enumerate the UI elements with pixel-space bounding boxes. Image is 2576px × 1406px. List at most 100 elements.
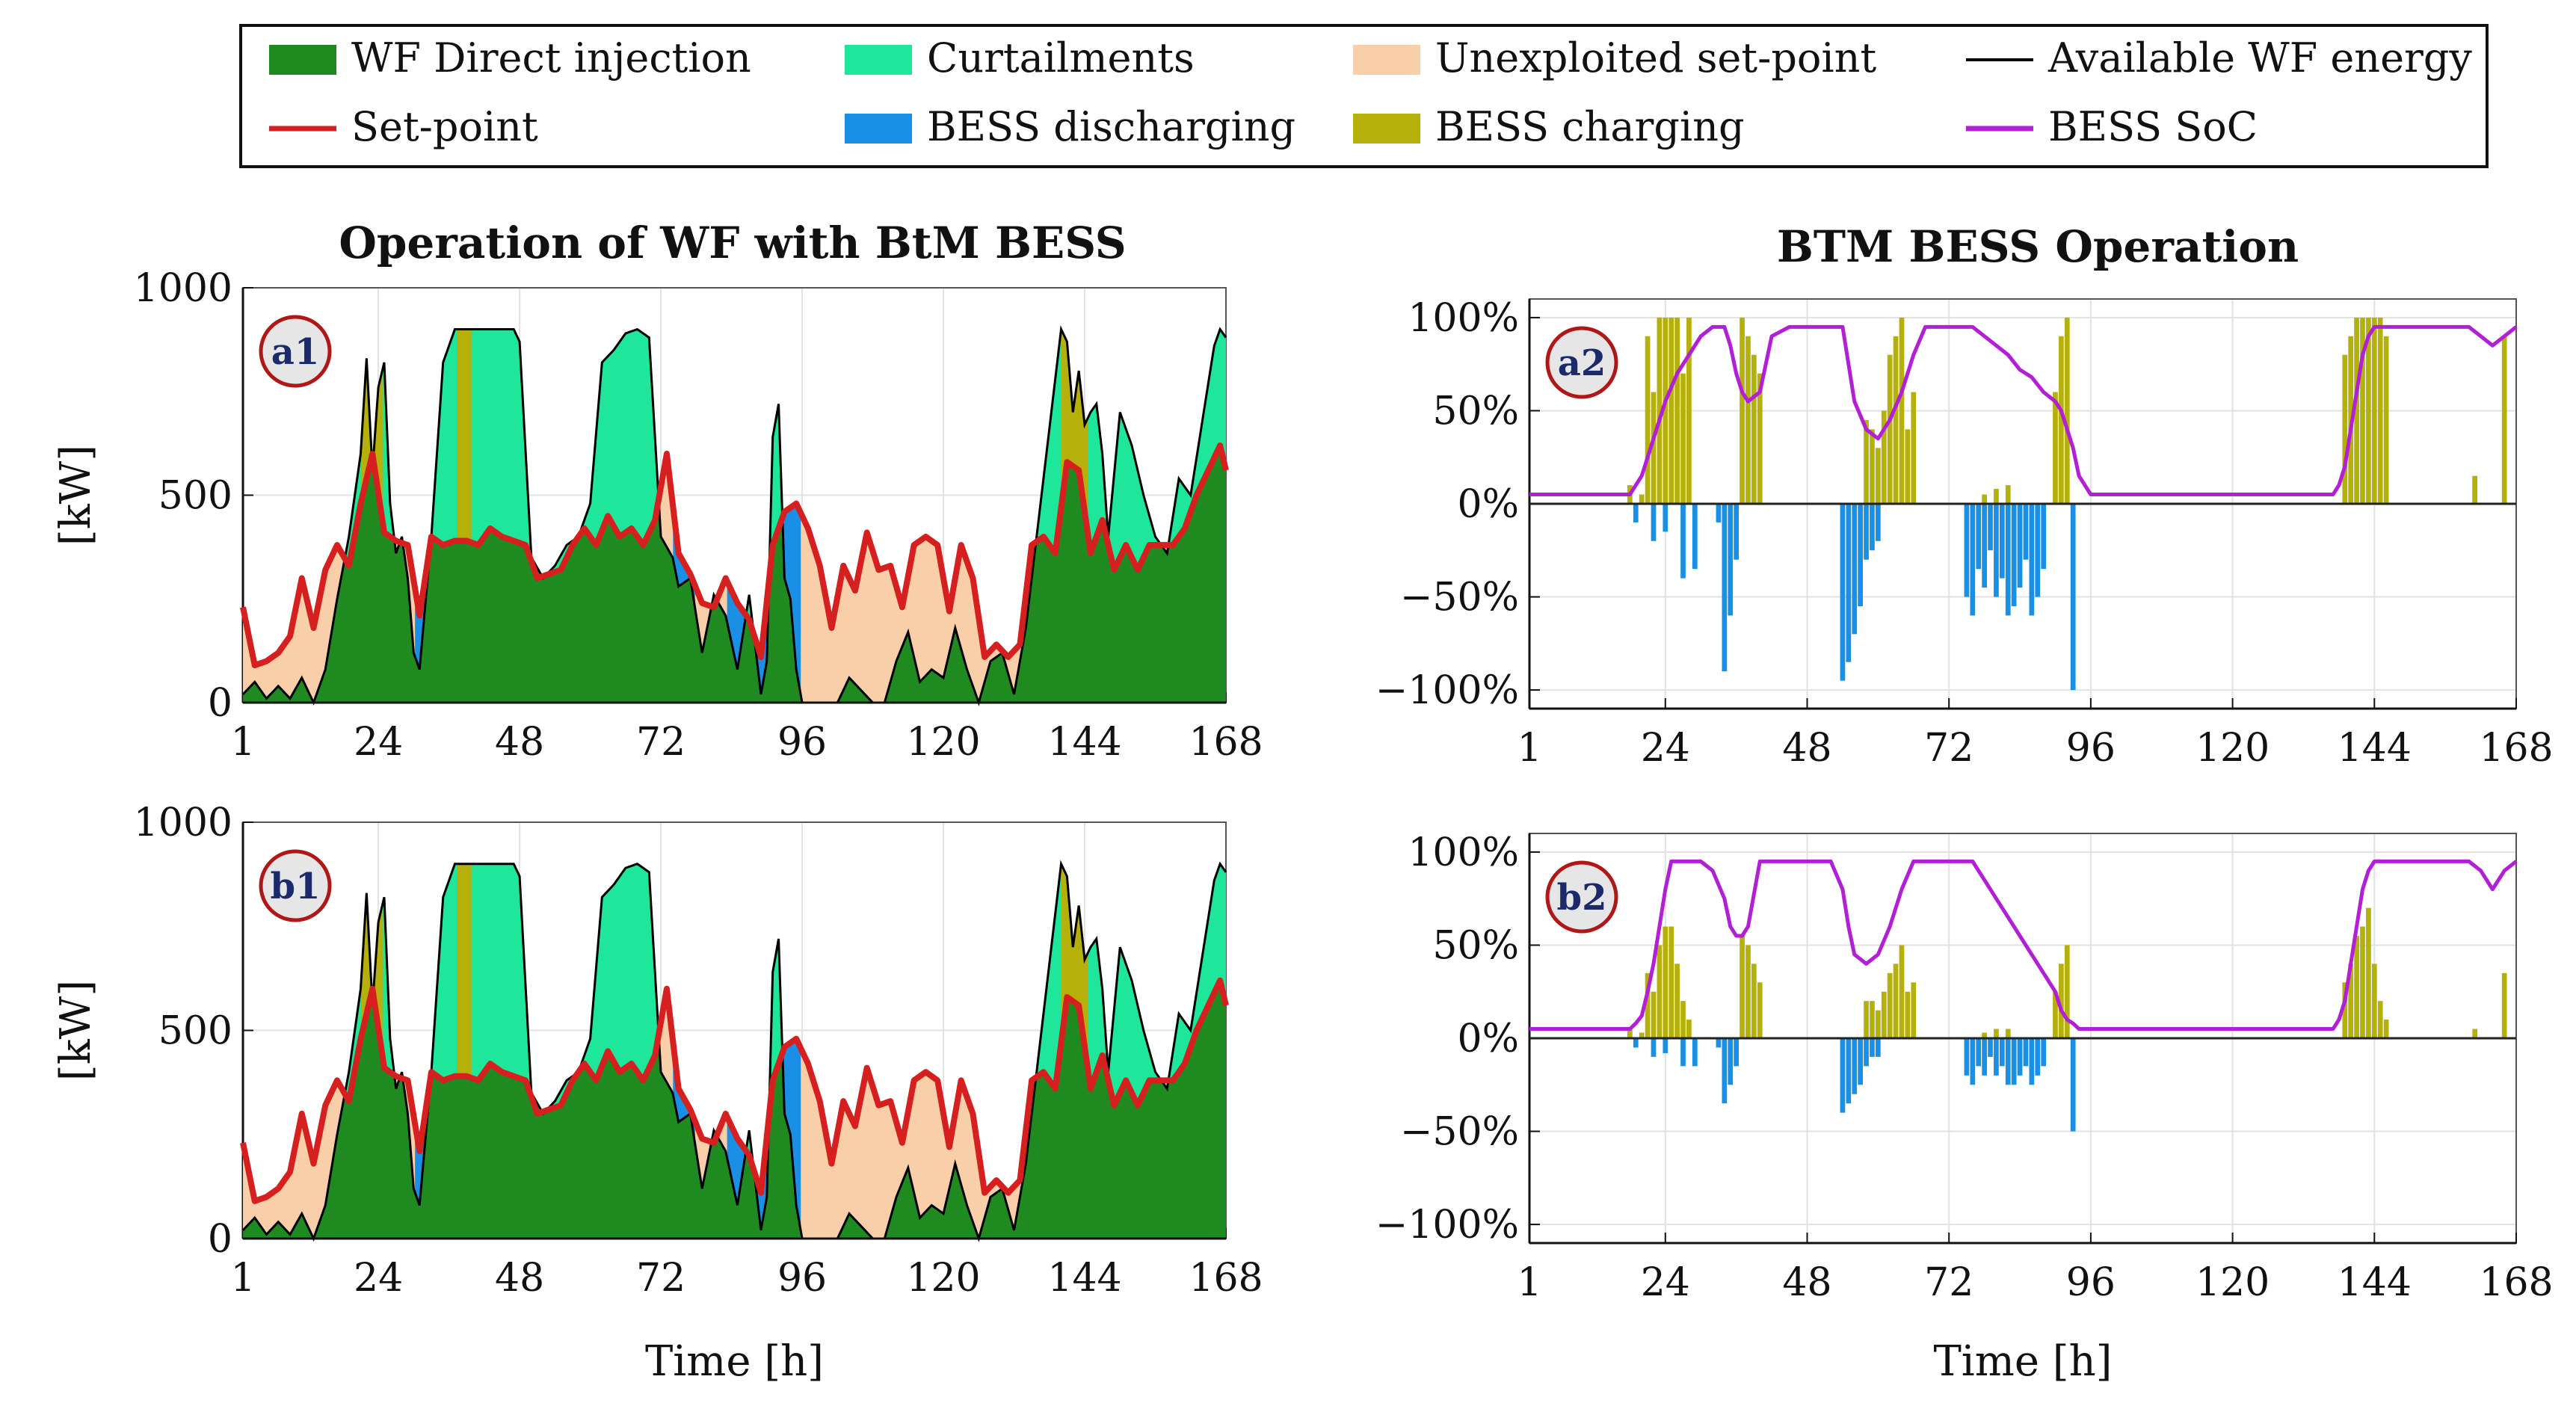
bar-bess-charging xyxy=(1639,494,1645,504)
bar-bess-discharging xyxy=(1692,1038,1698,1067)
bar-bess-charging xyxy=(1740,317,1745,504)
bar-bess-charging xyxy=(1982,1032,1987,1038)
bar-bess-discharging xyxy=(1875,1038,1881,1057)
bar-bess-discharging xyxy=(2029,504,2035,616)
bar-bess-discharging xyxy=(1663,1038,1668,1053)
panel-badge xyxy=(1545,860,1618,934)
bar-bess-charging xyxy=(1911,982,1917,1038)
legend-label-7: BESS SoC xyxy=(2048,103,2258,150)
bar-bess-charging xyxy=(2053,392,2058,504)
x-tick-label: 1 xyxy=(230,1256,255,1301)
bar-bess-discharging xyxy=(1651,504,1657,541)
bar-bess-discharging xyxy=(1728,504,1734,616)
bar-bess-charging xyxy=(2371,317,2377,504)
y-tick-label: 1000 xyxy=(134,801,232,845)
x-tick-label: 120 xyxy=(2196,726,2270,771)
x-tick-label: 48 xyxy=(1782,1260,1831,1305)
panel-badge-label: b2 xyxy=(1557,877,1607,919)
bar-bess-discharging xyxy=(1734,504,1740,560)
x-tick-label: 120 xyxy=(906,720,980,765)
y-tick-label: 1000 xyxy=(134,266,232,311)
panel-b2: 1 24 48 72 96 120 144 168 −100% −50% 0% 50% 100% Time… xyxy=(1375,830,2554,1386)
legend-swatch-1 xyxy=(845,45,912,75)
bar-bess-charging xyxy=(1893,963,1899,1038)
bar-bess-charging xyxy=(1899,317,1905,504)
bar-bess-charging xyxy=(2059,963,2064,1038)
legend-label-1: Curtailments xyxy=(927,34,1195,81)
y-tick-label: 500 xyxy=(158,1009,232,1054)
x-tick-label: 168 xyxy=(1189,720,1263,765)
bar-bess-charging xyxy=(1674,963,1680,1038)
bar-bess-discharging xyxy=(1988,1038,1993,1057)
legend-swatch-5 xyxy=(845,114,912,144)
panel-badge-label: a1 xyxy=(271,331,320,373)
bar-bess-charging xyxy=(2005,1029,2011,1038)
bar-bess-charging xyxy=(1740,936,1745,1038)
bar-bess-charging xyxy=(1686,317,1692,504)
panel-badge-label: b1 xyxy=(271,866,321,907)
bar-bess-charging xyxy=(1864,419,1869,504)
bar-bess-discharging xyxy=(2041,504,2047,570)
bar-bess-charging xyxy=(2472,1029,2478,1038)
bar-bess-charging xyxy=(1899,945,1905,1038)
bar-bess-charging xyxy=(1651,991,1657,1038)
bar-bess-charging xyxy=(1668,317,1674,504)
y-axis-label: [kW] xyxy=(52,980,100,1081)
bar-bess-charging xyxy=(1657,945,1663,1038)
panel-badge xyxy=(259,849,332,922)
bar-bess-discharging xyxy=(2011,504,2017,606)
y-tick-label: 0% xyxy=(1458,1017,1520,1061)
bar-bess-charging xyxy=(1881,991,1887,1038)
x-tick-label: 1 xyxy=(1517,726,1541,771)
panel-b1: 1 24 48 72 96 120 144 168 0 500 1000 [kW] Time [h] b1 xyxy=(52,801,1263,1386)
x-tick-label: 168 xyxy=(2479,1260,2553,1305)
bar-bess-discharging xyxy=(1999,1038,2005,1067)
bar-bess-charging xyxy=(1751,963,1757,1038)
x-tick-label: 144 xyxy=(1047,1256,1121,1301)
bar-bess-charging xyxy=(1982,494,1987,504)
bar-bess-charging xyxy=(1994,1029,1999,1038)
x-tick-label: 48 xyxy=(1782,726,1831,771)
y-tick-label: 50% xyxy=(1432,389,1519,434)
bar-bess-charging xyxy=(2064,945,2070,1038)
chart-title-left: Operation of WF with BtM BESS xyxy=(339,218,1126,268)
x-tick-label: 24 xyxy=(354,720,403,765)
bar-bess-charging xyxy=(1864,1001,1869,1038)
bar-bess-discharging xyxy=(1964,1038,1970,1076)
x-tick-label: 24 xyxy=(1641,726,1690,771)
bar-bess-charging xyxy=(2005,485,2011,504)
legend-label-2: Unexploited set-point xyxy=(1435,34,1876,81)
bar-bess-discharging xyxy=(1864,504,1869,560)
bar-bess-charging xyxy=(2059,336,2064,504)
legend-label-5: BESS discharging xyxy=(927,103,1295,150)
bar-bess-charging xyxy=(1645,336,1651,504)
y-tick-label: 0 xyxy=(208,1217,232,1262)
bar-bess-charging xyxy=(1875,1010,1881,1038)
y-tick-label: 500 xyxy=(158,474,232,519)
bar-bess-charging xyxy=(2360,926,2365,1038)
area-bess-charging xyxy=(457,863,472,1079)
x-tick-label: 168 xyxy=(1189,1256,1263,1301)
bar-bess-charging xyxy=(1680,1001,1686,1038)
legend-label-0: WF Direct injection xyxy=(351,34,751,81)
legend-swatch-2 xyxy=(1353,45,1420,75)
legend: WF Direct injection Curtailments Unexploit… xyxy=(239,24,2489,168)
area-bess-charging xyxy=(457,329,472,543)
x-tick-label: 72 xyxy=(636,1256,685,1301)
bar-bess-charging xyxy=(1870,1001,1875,1038)
bar-bess-charging xyxy=(2342,982,2348,1038)
bar-bess-charging xyxy=(1657,317,1663,504)
x-tick-label: 144 xyxy=(2338,726,2412,771)
y-tick-label: −50% xyxy=(1400,576,1519,620)
bar-bess-discharging xyxy=(1692,504,1698,570)
x-tick-label: 72 xyxy=(1924,726,1973,771)
bar-bess-discharging xyxy=(1840,1038,1846,1113)
bar-bess-discharging xyxy=(1982,504,1987,588)
bar-bess-discharging xyxy=(1840,504,1846,681)
bar-bess-discharging xyxy=(2023,1038,2029,1067)
bar-bess-discharging xyxy=(1858,1038,1863,1085)
bar-bess-charging xyxy=(1745,945,1751,1038)
bar-bess-discharging xyxy=(1722,504,1728,672)
x-tick-label: 72 xyxy=(636,720,685,765)
y-tick-label: 50% xyxy=(1432,923,1519,968)
